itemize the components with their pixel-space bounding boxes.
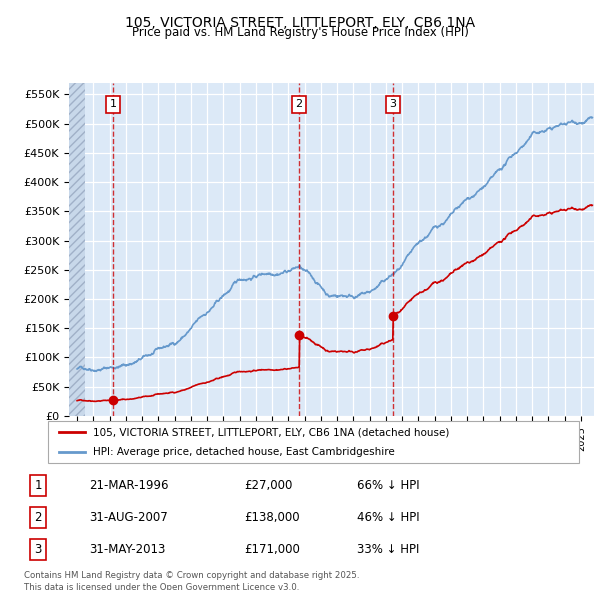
Text: HPI: Average price, detached house, East Cambridgeshire: HPI: Average price, detached house, East… — [93, 447, 395, 457]
Text: 2: 2 — [296, 99, 303, 109]
Text: 66% ↓ HPI: 66% ↓ HPI — [357, 479, 419, 492]
Text: 46% ↓ HPI: 46% ↓ HPI — [357, 511, 419, 525]
Text: 21-MAR-1996: 21-MAR-1996 — [89, 479, 169, 492]
Text: 3: 3 — [389, 99, 396, 109]
Text: £171,000: £171,000 — [244, 543, 300, 556]
Text: 3: 3 — [34, 543, 42, 556]
Text: 1: 1 — [110, 99, 117, 109]
Text: 31-AUG-2007: 31-AUG-2007 — [89, 511, 167, 525]
Text: 33% ↓ HPI: 33% ↓ HPI — [357, 543, 419, 556]
Text: 1: 1 — [34, 479, 42, 492]
FancyBboxPatch shape — [48, 421, 579, 463]
Text: 105, VICTORIA STREET, LITTLEPORT, ELY, CB6 1NA (detached house): 105, VICTORIA STREET, LITTLEPORT, ELY, C… — [93, 427, 449, 437]
Text: Price paid vs. HM Land Registry's House Price Index (HPI): Price paid vs. HM Land Registry's House … — [131, 26, 469, 39]
Text: 2: 2 — [34, 511, 42, 525]
Text: 31-MAY-2013: 31-MAY-2013 — [89, 543, 165, 556]
Bar — [69, 83, 85, 416]
Text: Contains HM Land Registry data © Crown copyright and database right 2025.
This d: Contains HM Land Registry data © Crown c… — [24, 571, 359, 590]
Text: 105, VICTORIA STREET, LITTLEPORT, ELY, CB6 1NA: 105, VICTORIA STREET, LITTLEPORT, ELY, C… — [125, 16, 475, 30]
Text: £27,000: £27,000 — [244, 479, 292, 492]
Text: £138,000: £138,000 — [244, 511, 299, 525]
